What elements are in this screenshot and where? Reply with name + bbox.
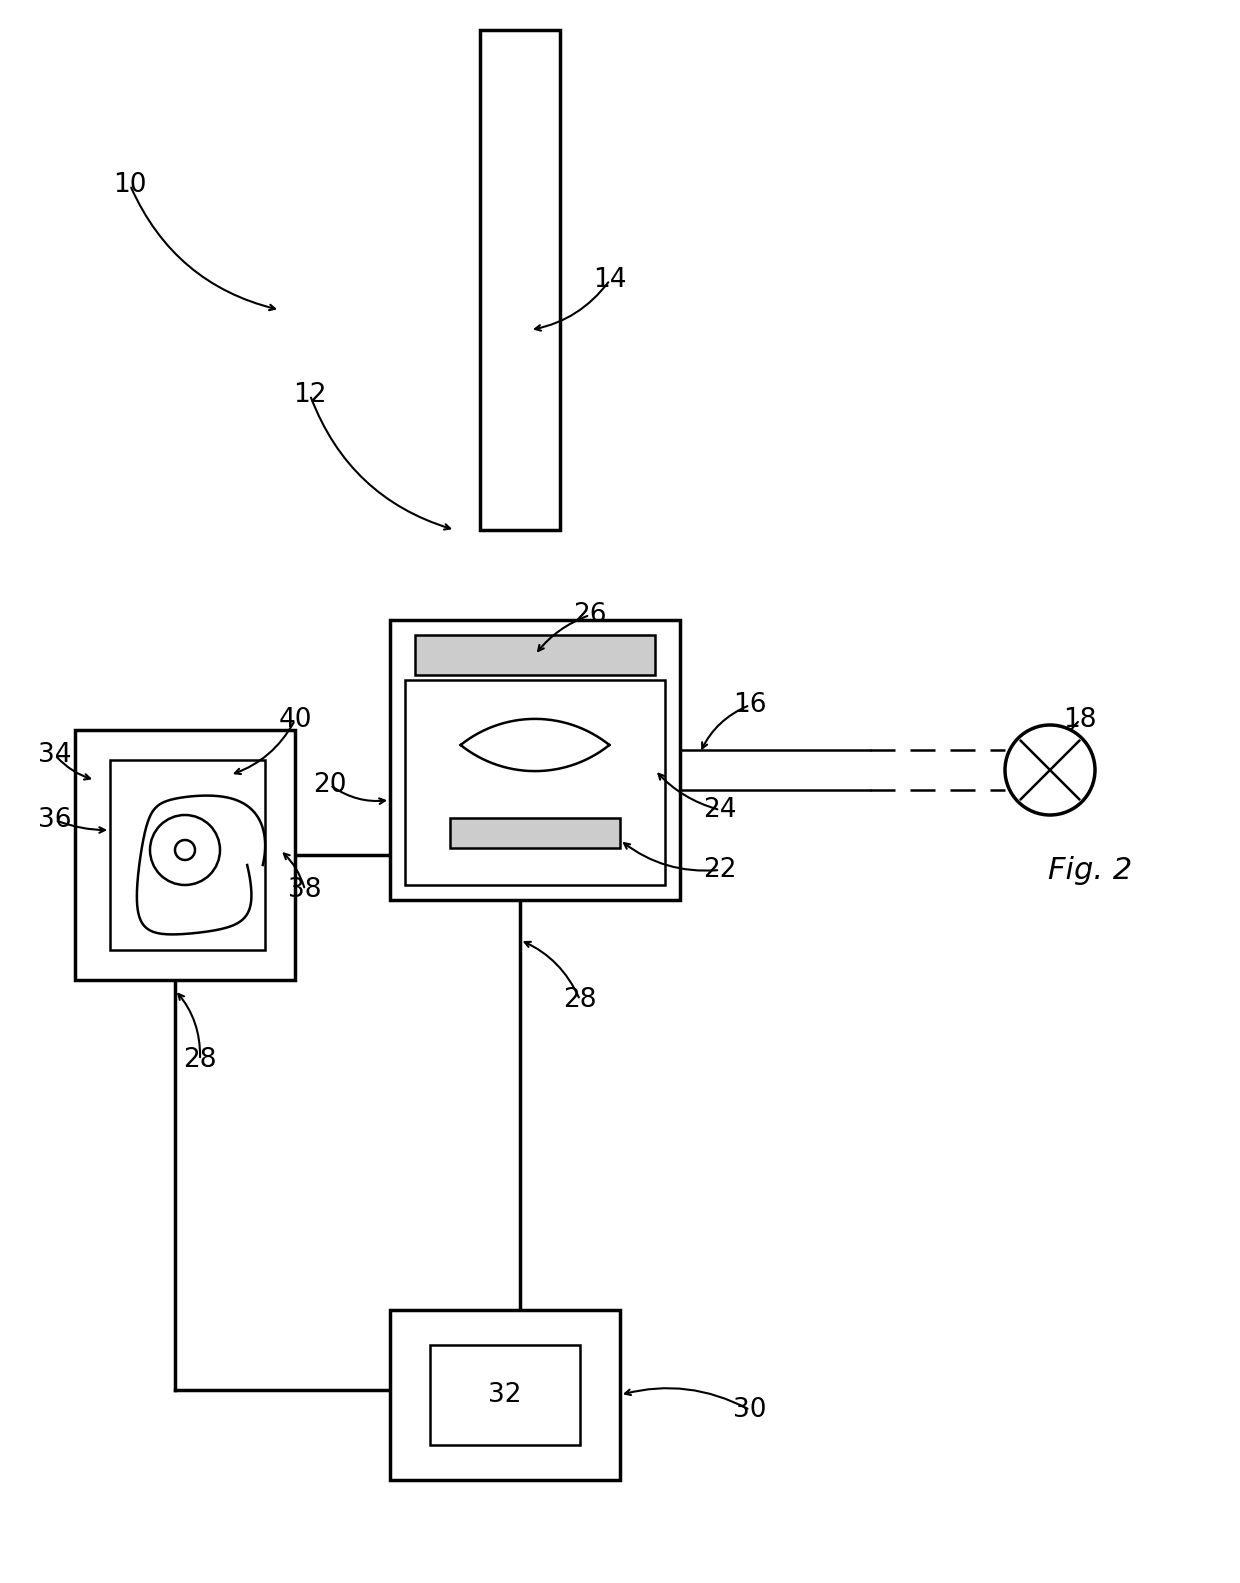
Bar (74, 730, 295, 980)
Bar (391, 1311, 620, 1480)
Bar (480, 30, 560, 530)
Text: 28: 28 (563, 986, 596, 1013)
Text: 20: 20 (314, 773, 347, 798)
Text: 34: 34 (38, 742, 72, 768)
Bar (405, 681, 665, 885)
Text: 24: 24 (703, 796, 737, 823)
Text: 12: 12 (293, 382, 327, 408)
Text: 26: 26 (573, 602, 606, 628)
Text: 16: 16 (733, 692, 766, 719)
Bar (415, 635, 655, 674)
Text: 28: 28 (184, 1046, 217, 1073)
Text: Fig. 2: Fig. 2 (1048, 855, 1132, 885)
Text: 40: 40 (278, 708, 311, 733)
Circle shape (1004, 725, 1095, 815)
Bar (110, 760, 265, 950)
Text: 38: 38 (288, 877, 321, 902)
Text: 14: 14 (593, 268, 626, 293)
Bar (430, 1346, 580, 1445)
Circle shape (150, 815, 219, 885)
Circle shape (175, 841, 195, 860)
Bar (391, 621, 680, 901)
Text: 10: 10 (113, 173, 146, 198)
Text: 22: 22 (703, 856, 737, 883)
Text: 30: 30 (733, 1398, 766, 1423)
Text: 36: 36 (38, 807, 72, 833)
Text: 18: 18 (1063, 708, 1096, 733)
Bar (450, 818, 620, 848)
Text: 32: 32 (489, 1382, 522, 1407)
